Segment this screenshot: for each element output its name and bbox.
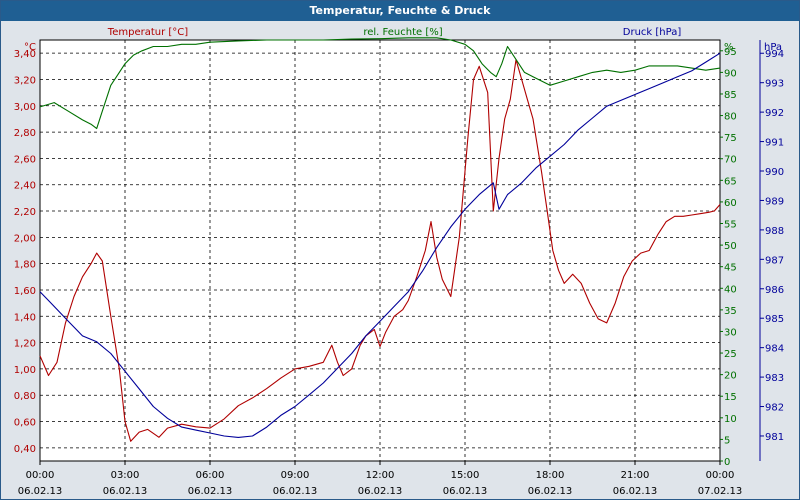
tick-labels: 0,40 0,60 0,80 1,00 1,20 1,40 1,60 1,80 2,00 2,20… xyxy=(14,47,784,497)
x-tick-time-label: 00:00 xyxy=(26,470,55,481)
humidity-tick-label: 25 xyxy=(724,349,737,360)
humidity-tick-label: 55 xyxy=(724,220,737,231)
humidity-tick-label: 90 xyxy=(724,68,737,79)
humidity-tick-label: 10 xyxy=(724,414,737,425)
x-tick-time-label: 06:00 xyxy=(196,470,225,481)
temperature-tick-label: 1,80 xyxy=(14,260,36,271)
chart-title: Temperatur, Feuchte & Druck xyxy=(1,1,799,21)
x-tick-date-label: 06.02.13 xyxy=(273,486,318,497)
pressure-tick-label: 989 xyxy=(765,196,784,207)
x-tick-time-label: 00:00 xyxy=(706,470,735,481)
temperature-tick-label: 2,20 xyxy=(14,207,36,218)
x-tick-time-label: 21:00 xyxy=(621,470,650,481)
temperature-tick-label: 3,40 xyxy=(14,49,36,60)
humidity-tick-label: 5 xyxy=(724,435,730,446)
humidity-tick-label: 35 xyxy=(724,306,737,317)
pressure-tick-label: 986 xyxy=(765,285,784,296)
temperature-tick-label: 2,40 xyxy=(14,181,36,192)
pressure-tick-label: 990 xyxy=(765,167,784,178)
humidity-line xyxy=(39,37,721,130)
x-tick-date-label: 06.02.13 xyxy=(103,486,148,497)
temperature-tick-label: 0,60 xyxy=(14,418,36,429)
x-tick-time-label: 12:00 xyxy=(366,470,395,481)
pressure-line xyxy=(39,52,721,438)
x-tick-date-label: 06.02.13 xyxy=(443,486,488,497)
humidity-tick-label: 40 xyxy=(724,284,737,295)
temperature-line xyxy=(39,59,721,442)
humidity-tick-label: 20 xyxy=(724,371,737,382)
humidity-tick-label: 15 xyxy=(724,392,737,403)
x-tick-time-label: 09:00 xyxy=(281,470,310,481)
pressure-tick-label: 984 xyxy=(765,344,784,355)
data-series xyxy=(39,37,721,442)
humidity-axis-title: rel. Feuchte [%] xyxy=(363,27,442,38)
x-tick-time-label: 18:00 xyxy=(536,470,565,481)
x-tick-date-label: 06.02.13 xyxy=(188,486,233,497)
temperature-tick-label: 0,40 xyxy=(14,444,36,455)
temperature-tick-label: 1,60 xyxy=(14,286,36,297)
x-tick-date-label: 07.02.13 xyxy=(698,486,743,497)
temperature-tick-label: 2,60 xyxy=(14,154,36,165)
temperature-tick-label: 1,20 xyxy=(14,339,36,350)
humidity-tick-label: 60 xyxy=(724,198,737,209)
temperature-tick-label: 3,00 xyxy=(14,102,36,113)
humidity-tick-label: 30 xyxy=(724,327,737,338)
x-tick-date-label: 06.02.13 xyxy=(18,486,63,497)
x-tick-time-label: 03:00 xyxy=(111,470,140,481)
temperature-axis-title: Temperatur [°C] xyxy=(107,27,188,38)
x-tick-date-label: 06.02.13 xyxy=(528,486,573,497)
temperature-tick-label: 2,00 xyxy=(14,233,36,244)
temperature-tick-label: 2,80 xyxy=(14,128,36,139)
temperature-tick-label: 1,40 xyxy=(14,312,36,323)
pressure-tick-label: 982 xyxy=(765,403,784,414)
humidity-tick-label: 95 xyxy=(724,47,737,58)
temperature-tick-label: 1,00 xyxy=(14,365,36,376)
humidity-tick-label: 45 xyxy=(724,263,737,274)
temperature-tick-label: 3,20 xyxy=(14,75,36,86)
x-tick-date-label: 06.02.13 xyxy=(613,486,658,497)
humidity-tick-label: 50 xyxy=(724,241,737,252)
pressure-tick-label: 985 xyxy=(765,314,784,325)
pressure-tick-label: 987 xyxy=(765,255,784,266)
temperature-tick-label: 0,80 xyxy=(14,391,36,402)
humidity-tick-label: 80 xyxy=(724,112,737,123)
pressure-unit-label: hPa xyxy=(764,42,782,53)
x-tick-time-label: 15:00 xyxy=(451,470,480,481)
humidity-unit-label: % xyxy=(724,42,734,53)
humidity-tick-label: 65 xyxy=(724,176,737,187)
pressure-tick-label: 983 xyxy=(765,373,784,384)
pressure-tick-label: 988 xyxy=(765,226,784,237)
pressure-tick-label: 992 xyxy=(765,108,784,119)
pressure-tick-label: 993 xyxy=(765,79,784,90)
pressure-tick-label: 991 xyxy=(765,138,784,149)
temperature-unit-label: °C xyxy=(24,42,36,53)
pressure-axis-title: Druck [hPa] xyxy=(623,27,682,38)
humidity-tick-label: 0 xyxy=(724,457,730,468)
humidity-tick-label: 70 xyxy=(724,155,737,166)
x-tick-date-label: 06.02.13 xyxy=(358,486,403,497)
pressure-tick-label: 994 xyxy=(765,49,784,60)
humidity-tick-label: 85 xyxy=(724,90,737,101)
pressure-tick-label: 981 xyxy=(765,432,784,443)
humidity-tick-label: 75 xyxy=(724,133,737,144)
